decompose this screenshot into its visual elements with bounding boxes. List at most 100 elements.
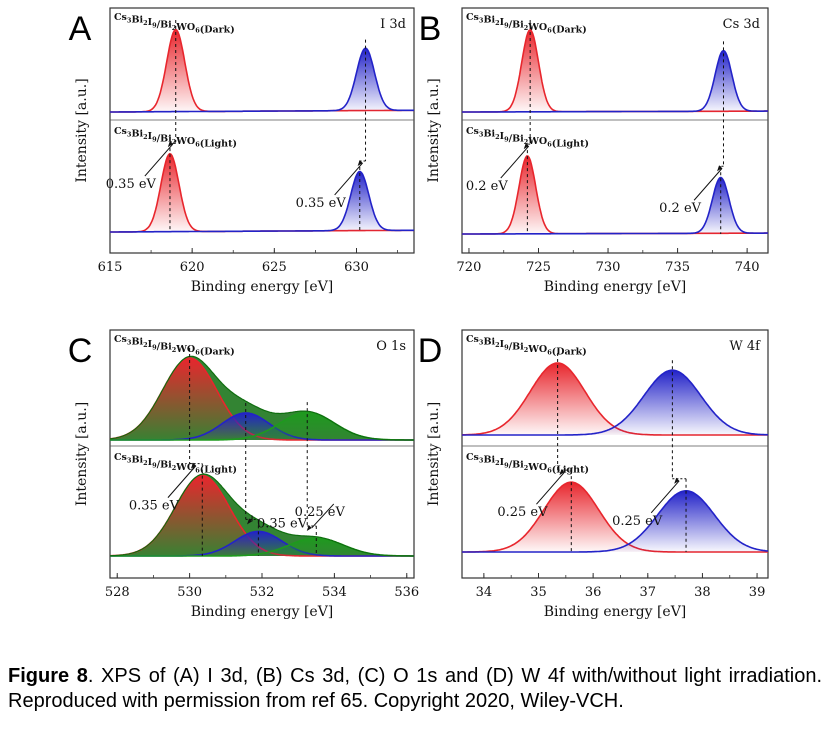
blue-peak-fill bbox=[462, 490, 768, 552]
x-axis-label: Binding energy [eV] bbox=[191, 279, 334, 295]
shift-annotations: 0.25 eV 0.25 eV bbox=[497, 353, 687, 552]
element-label: W 4f bbox=[729, 339, 761, 354]
x-tick-label: 37 bbox=[640, 585, 657, 600]
panel-letter: A bbox=[69, 10, 92, 48]
shift-arrow bbox=[500, 145, 530, 179]
dark-sample-label: Cs3Bi2I9/Bi2WO6(Dark) bbox=[114, 334, 235, 358]
panel-letter: C bbox=[68, 332, 93, 370]
shift-arrowhead bbox=[306, 524, 312, 531]
y-axis-label: Intensity [a.u.] bbox=[426, 78, 442, 182]
shift-annotations: 0.35 eV0.35 eV0.25 eV bbox=[129, 348, 346, 556]
red-peak-fill bbox=[110, 358, 414, 440]
blue-peak-fill bbox=[110, 412, 414, 440]
blue-peak-fill bbox=[462, 50, 768, 112]
shift-arrow bbox=[693, 167, 723, 201]
shift-annotations: 0.35 eV 0.35 eV bbox=[106, 20, 367, 232]
y-axis-label: Intensity [a.u.] bbox=[74, 402, 90, 506]
shift-arrowhead bbox=[247, 518, 253, 525]
shift-arrowhead bbox=[167, 141, 173, 148]
envelope-line bbox=[109, 473, 414, 557]
shift-arrow bbox=[536, 471, 565, 505]
x-tick-label: 530 bbox=[177, 585, 202, 600]
element-label: I 3d bbox=[380, 17, 406, 32]
x-tick-label: 625 bbox=[262, 260, 287, 275]
blue-peak-fill bbox=[462, 177, 768, 234]
shift-arrow bbox=[650, 480, 680, 514]
x-tick-label: 35 bbox=[530, 585, 547, 600]
blue-peak-line bbox=[462, 176, 768, 235]
dark-sample-label: Cs3Bi2I9/Bi2WO6(Dark) bbox=[466, 12, 587, 36]
plot-frame bbox=[461, 7, 769, 254]
x-tick-label: 620 bbox=[180, 260, 205, 275]
x-axis-label: Binding energy [eV] bbox=[544, 604, 687, 620]
x-tick-label: 34 bbox=[476, 585, 493, 600]
shift-label: 0.35 eV bbox=[106, 177, 157, 192]
element-label: O 1s bbox=[376, 339, 406, 354]
x-tick-label: 536 bbox=[394, 585, 419, 600]
x-tick-label: 730 bbox=[596, 260, 621, 275]
red-peak-fill bbox=[462, 29, 768, 112]
shift-label: 0.25 eV bbox=[612, 514, 663, 529]
red-peak-fill bbox=[462, 363, 768, 435]
x-tick-label: 735 bbox=[665, 260, 690, 275]
x-tick-label: 630 bbox=[344, 260, 369, 275]
plot-frame bbox=[109, 7, 415, 254]
xps-figure: A 615 620 625 630 Binding energy [eV] Intensit… bbox=[68, 7, 769, 620]
caption-label: Figure 8 bbox=[8, 665, 88, 687]
x-axis-label: Binding energy [eV] bbox=[191, 604, 334, 620]
x-tick-label: 615 bbox=[98, 260, 123, 275]
panel-letter: B bbox=[419, 10, 442, 48]
blue-peak-line bbox=[110, 170, 414, 233]
shift-label: 0.35 eV bbox=[129, 499, 180, 514]
envelope-line bbox=[109, 355, 414, 441]
shift-arrowhead bbox=[717, 165, 723, 172]
x-tick-label: 532 bbox=[250, 585, 275, 600]
blue-peak-fill bbox=[110, 531, 414, 556]
blue-peak-line bbox=[462, 49, 768, 113]
x-tick-label: 725 bbox=[526, 260, 551, 275]
shift-label: 0.35 eV bbox=[257, 516, 308, 531]
blue-peak-fill bbox=[462, 370, 768, 435]
shift-label: 0.25 eV bbox=[295, 505, 346, 520]
red-peak-fill bbox=[462, 482, 768, 552]
red-peak-fill bbox=[110, 475, 414, 556]
panel-c: C 528 530 532 534 536 Binding energy [eV] Inten… bbox=[68, 329, 419, 620]
blue-peak-fill bbox=[110, 48, 414, 112]
figure-caption: Figure 8. XPS of (A) I 3d, (B) Cs 3d, (C… bbox=[8, 664, 822, 714]
shift-label: 0.2 eV bbox=[466, 179, 509, 194]
shift-label: 0.35 eV bbox=[296, 196, 347, 211]
x-tick-label: 528 bbox=[105, 585, 130, 600]
caption-text: . XPS of (A) I 3d, (B) Cs 3d, (C) O 1s a… bbox=[8, 665, 822, 712]
light-sample-label: Cs3Bi2I9/Bi2WO6(Light) bbox=[466, 126, 589, 150]
x-tick-label: 39 bbox=[749, 585, 766, 600]
shift-label: 0.25 eV bbox=[497, 505, 548, 520]
shift-annotations: 0.2 eV 0.2 eV bbox=[466, 20, 724, 234]
y-axis-label: Intensity [a.u.] bbox=[426, 402, 442, 506]
x-tick-label: 38 bbox=[694, 585, 711, 600]
green-peak-fill bbox=[110, 538, 414, 556]
shift-label: 0.2 eV bbox=[659, 201, 702, 216]
blue-peak-line bbox=[462, 490, 769, 553]
blue-peak-fill bbox=[110, 171, 414, 232]
x-tick-label: 740 bbox=[735, 260, 760, 275]
x-tick-label: 36 bbox=[585, 585, 602, 600]
shift-arrow bbox=[334, 162, 364, 196]
panel-b: B 720 725 730 735 740 Binding energy [eV] Inten… bbox=[419, 7, 769, 295]
shift-arrow bbox=[311, 503, 335, 529]
shift-arrow bbox=[144, 143, 174, 177]
shift-arrowhead bbox=[523, 143, 529, 150]
shift-arrowhead bbox=[559, 469, 565, 476]
light-sample-label: Cs3Bi2I9/Bi2WO6(Light) bbox=[114, 452, 237, 476]
panel-d: D 34 35 36 37 38 39 Binding energy [eV] Intensit… bbox=[418, 329, 769, 620]
x-tick-label: 720 bbox=[457, 260, 482, 275]
red-peak-fill bbox=[110, 29, 414, 113]
dark-sample-label: Cs3Bi2I9/Bi2WO6(Dark) bbox=[114, 12, 235, 36]
dark-sample-label: Cs3Bi2I9/Bi2WO6(Dark) bbox=[466, 334, 587, 358]
light-sample-label: Cs3Bi2I9/Bi2WO6(Light) bbox=[466, 452, 589, 476]
panel-a: A 615 620 625 630 Binding energy [eV] Intensit… bbox=[69, 7, 415, 295]
green-peak-fill bbox=[110, 412, 414, 440]
red-peak-fill bbox=[462, 156, 768, 234]
panel-letter: D bbox=[418, 332, 443, 370]
x-axis-label: Binding energy [eV] bbox=[544, 279, 687, 295]
shift-arrowhead bbox=[674, 477, 680, 484]
